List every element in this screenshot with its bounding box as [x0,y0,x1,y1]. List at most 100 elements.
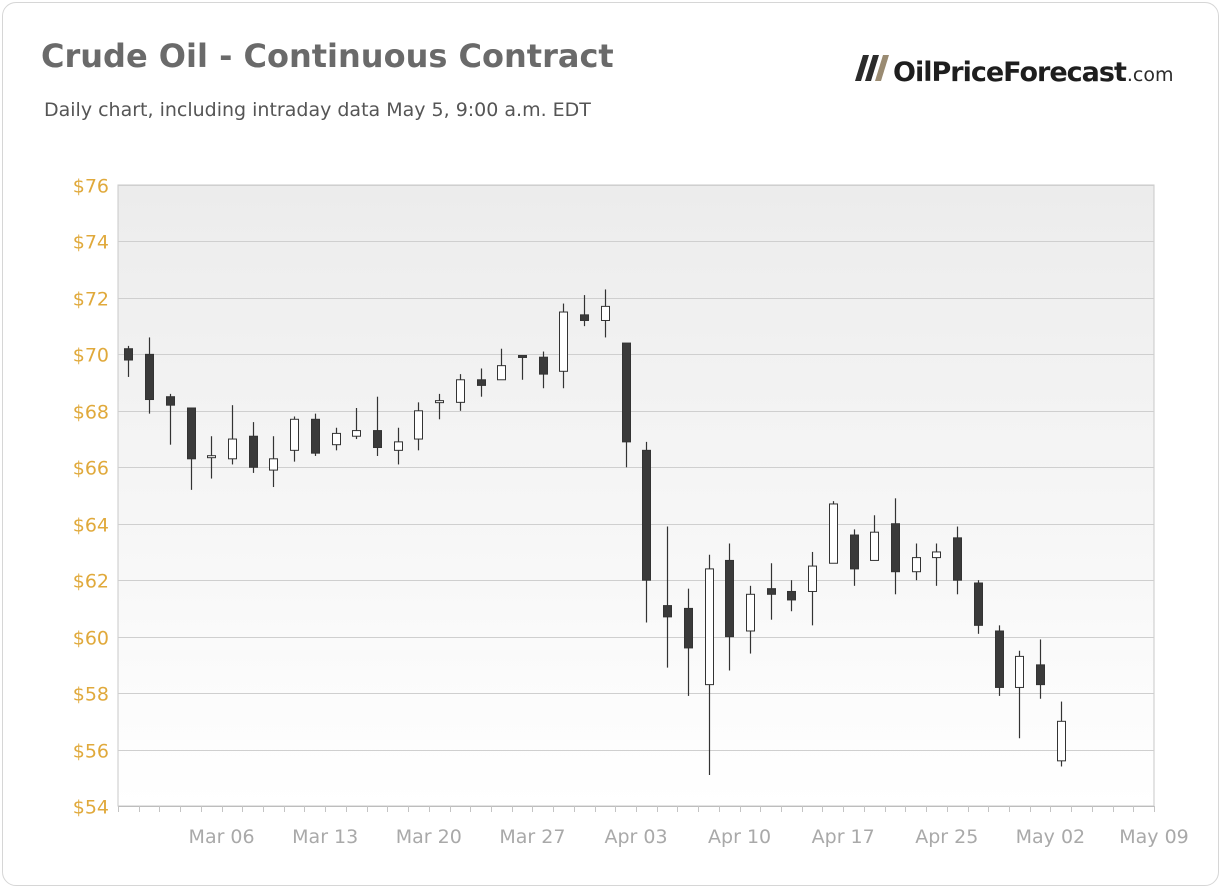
logo-stripes-icon [855,55,889,81]
candle-body-down [767,588,776,595]
candle [829,501,838,564]
candle [145,337,154,414]
logo-name: OilPriceForecast [893,57,1127,88]
candle-body-up [912,557,921,573]
candle-body-up [1015,655,1024,688]
candle [456,374,465,411]
candle [953,526,962,595]
candle-body-down [518,354,527,358]
x-tick-label: Mar 20 [396,826,462,848]
candle-body-up [332,432,341,446]
x-tick-label: May 09 [1119,826,1189,848]
y-tick-label: $70 [73,345,109,367]
candle-body-up [269,458,278,471]
candle-body-down [850,534,859,570]
candle-body-down [477,379,486,386]
candle [580,295,589,327]
candle-body-down [725,559,734,638]
y-tick-label: $60 [73,628,109,650]
chart-subtitle: Daily chart, including intraday data May… [44,99,591,121]
candle-body-down [124,348,133,361]
plot-area [117,184,1155,807]
candle [808,551,817,626]
candles [124,289,1066,775]
candle [642,441,651,623]
x-tick-label: Apr 03 [604,826,667,848]
candle [684,588,693,696]
candle [725,543,734,671]
candle-body-down [622,342,631,443]
candle [332,427,341,451]
candle-body-up [746,593,755,632]
x-axis: Mar 06 Mar 13 Mar 20 Mar 27 Apr 03 Apr 10 Apr … [118,806,1189,848]
y-tick-label: $72 [73,289,109,311]
x-tick-label: Apr 17 [812,826,875,848]
candle-body-up [228,438,237,460]
candle-body-down [580,314,589,321]
candle-body-down [974,582,983,626]
candle [746,585,755,654]
candle [207,436,216,479]
candle-body-up [559,311,568,372]
y-tick-label: $68 [73,402,109,424]
candle [1036,639,1045,699]
candle [622,342,631,468]
candle-body-down [249,435,258,468]
x-tick-label: Mar 27 [499,826,565,848]
candle [601,289,610,338]
candle-body-down [787,590,796,601]
candle [912,543,921,581]
x-tick-label: Mar 06 [189,826,255,848]
x-tick-label: May 02 [1016,826,1086,848]
candle [497,348,506,381]
candle [477,368,486,397]
candle [787,580,796,612]
y-tick-label: $58 [73,684,109,706]
candle-body-up [808,565,817,592]
candle-body-down [684,607,693,649]
y-tick-label: $62 [73,571,109,593]
candle [435,393,444,420]
candle-body-up [705,568,714,686]
candle-body-up [932,551,941,559]
brand-logo[interactable]: OilPriceForecast .com [855,55,1174,91]
candle [974,580,983,634]
candle-body-up [394,441,403,451]
candle [166,393,175,445]
candle-body-up [352,430,361,437]
candle [352,407,361,440]
candle [539,351,548,389]
candle [373,396,382,456]
candle-body-down [187,407,196,460]
candle-body-up [414,410,423,440]
candle [249,422,258,473]
candle-body-down [1036,664,1045,686]
y-axis: $54 $56 $58 $60 $62 $64 $66 $68 $70 $72 $74 $76 [73,176,109,819]
candle [870,515,879,561]
candle-body-up [456,379,465,403]
x-tick-label: Apr 25 [915,826,978,848]
y-tick-label: $64 [73,515,109,537]
candle [705,554,714,775]
candle [269,436,278,488]
candle-body-down [995,630,1004,688]
candle-body-up [601,305,610,321]
candle-body-down [539,356,548,375]
candle-body-up [290,418,299,451]
candle [1015,650,1024,739]
candle-body-up [829,503,838,564]
x-tick-label: Apr 10 [708,826,771,848]
candle-body-down [145,353,154,401]
candle [850,529,859,586]
candle [518,354,527,380]
y-tick-label: $66 [73,458,109,480]
candle-body-down [642,449,651,581]
candle-body-up [435,400,444,404]
y-tick-label: $76 [73,176,109,198]
candle [394,427,403,465]
candle [891,498,900,595]
candle [995,625,1004,696]
logo-tld: .com [1126,64,1174,86]
candle [663,526,672,668]
